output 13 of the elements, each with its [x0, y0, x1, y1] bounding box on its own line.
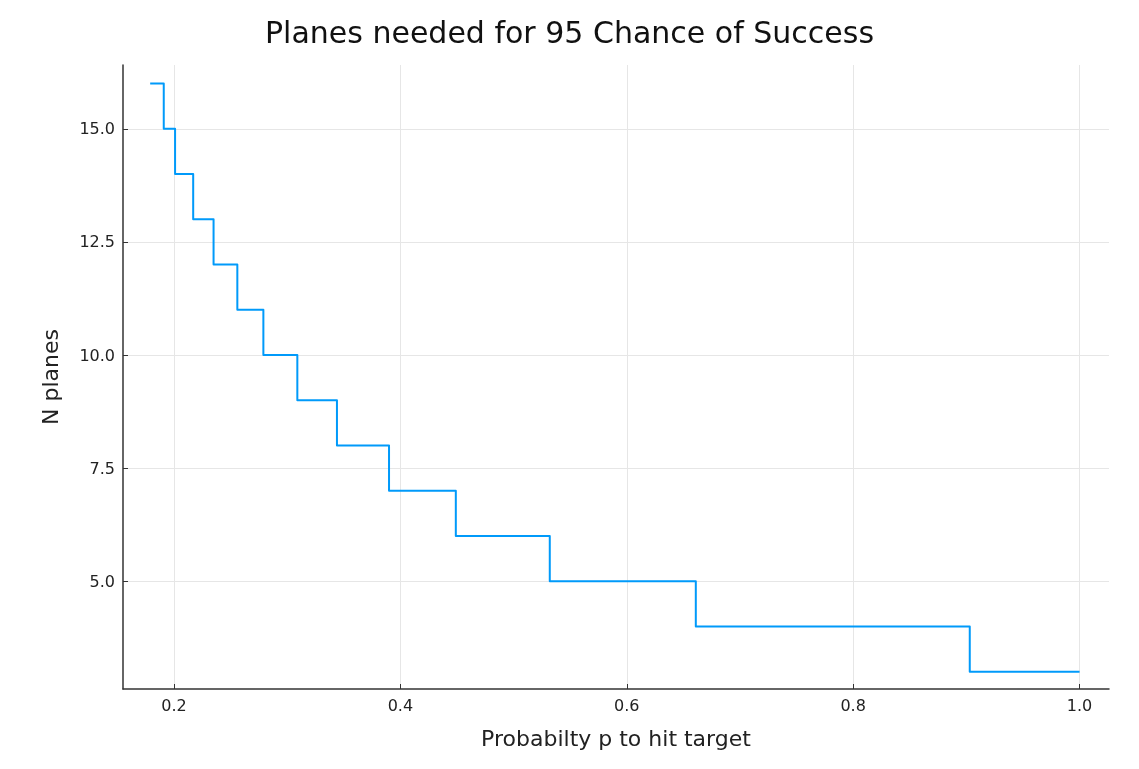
y-tick-label: 7.5: [89, 458, 115, 478]
y-tick-label: 5.0: [89, 571, 115, 591]
x-tick-label: 0.4: [387, 695, 414, 715]
chart-title: Planes needed for 95 Chance of Success: [264, 14, 875, 50]
y-tick-label: 15.0: [79, 119, 115, 139]
x-tick-label: 1.0: [1066, 695, 1093, 715]
x-tick-label: 0.2: [161, 695, 187, 715]
x-tick-label: 0.6: [614, 695, 640, 715]
y-tick-label: 10.0: [79, 345, 115, 365]
x-tick-label: 0.8: [840, 695, 866, 715]
y-axis-title: N planes: [37, 329, 63, 425]
x-axis-title: Probabilty p to hit target: [481, 725, 752, 751]
y-tick-label: 12.5: [79, 232, 115, 252]
